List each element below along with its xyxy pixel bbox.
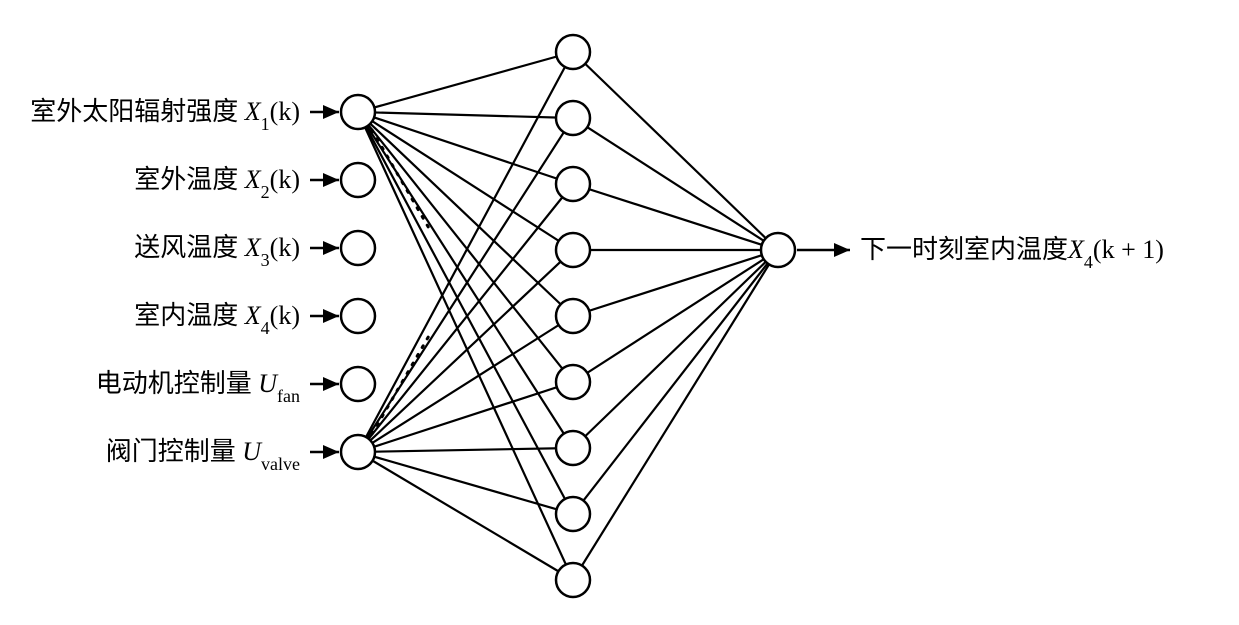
edge-hidden-output: [573, 250, 778, 316]
hidden-node-3: [556, 233, 590, 267]
input-node-0: [341, 95, 375, 129]
input-label-0: 室外太阳辐射强度 X1(k): [30, 97, 300, 134]
input-node-4: [341, 367, 375, 401]
hidden-node-0: [556, 35, 590, 69]
edge-hidden-output: [573, 250, 778, 514]
edge-input-hidden: [358, 452, 573, 580]
input-node-1: [341, 163, 375, 197]
hidden-node-8: [556, 563, 590, 597]
output-arrow-head: [834, 243, 850, 257]
input-label-2: 送风温度 X3(k): [134, 233, 300, 270]
neural-network-diagram: 室外太阳辐射强度 X1(k) 室外温度 X2(k) 送风温度 X3(k) 室内温度 X…: [0, 0, 1239, 625]
input-arrow-4-head: [323, 377, 339, 391]
output-node: [761, 233, 795, 267]
edge-hidden-output: [573, 184, 778, 250]
hidden-node-4: [556, 299, 590, 333]
dotted-layer: [372, 130, 430, 434]
input-label-4: 电动机控制量 Ufan: [96, 369, 300, 406]
edge-hidden-output: [573, 250, 778, 448]
input-node-5: [341, 435, 375, 469]
input-arrow-3-head: [323, 309, 339, 323]
hidden-node-5: [556, 365, 590, 399]
input-label-5: 阀门控制量 Uvalve: [106, 437, 300, 474]
edge-input-hidden: [358, 316, 573, 452]
hidden-node-6: [556, 431, 590, 465]
input-arrow-0-head: [323, 105, 339, 119]
labels-layer: 室外太阳辐射强度 X1(k) 室外温度 X2(k) 送风温度 X3(k) 室内温度 X…: [30, 97, 1164, 474]
edge-input-hidden: [358, 452, 573, 514]
edge-hidden-output: [573, 118, 778, 250]
input-node-3: [341, 299, 375, 333]
hidden-node-2: [556, 167, 590, 201]
edge-hidden-output: [573, 52, 778, 250]
input-arrow-1-head: [323, 173, 339, 187]
edge-hidden-output: [573, 250, 778, 382]
input-arrow-5-head: [323, 445, 339, 459]
input-node-2: [341, 231, 375, 265]
input-arrow-2-head: [323, 241, 339, 255]
edge-hidden-output: [573, 250, 778, 580]
edge-input-hidden: [358, 52, 573, 112]
input-label-1: 室外温度 X2(k): [134, 165, 300, 202]
edge-input-hidden: [358, 112, 573, 382]
hidden-node-7: [556, 497, 590, 531]
output-label: 下一时刻室内温度X4(k + 1): [860, 235, 1164, 272]
hidden-node-1: [556, 101, 590, 135]
input-label-3: 室内温度 X4(k): [134, 301, 300, 338]
edge-input-hidden: [358, 184, 573, 452]
